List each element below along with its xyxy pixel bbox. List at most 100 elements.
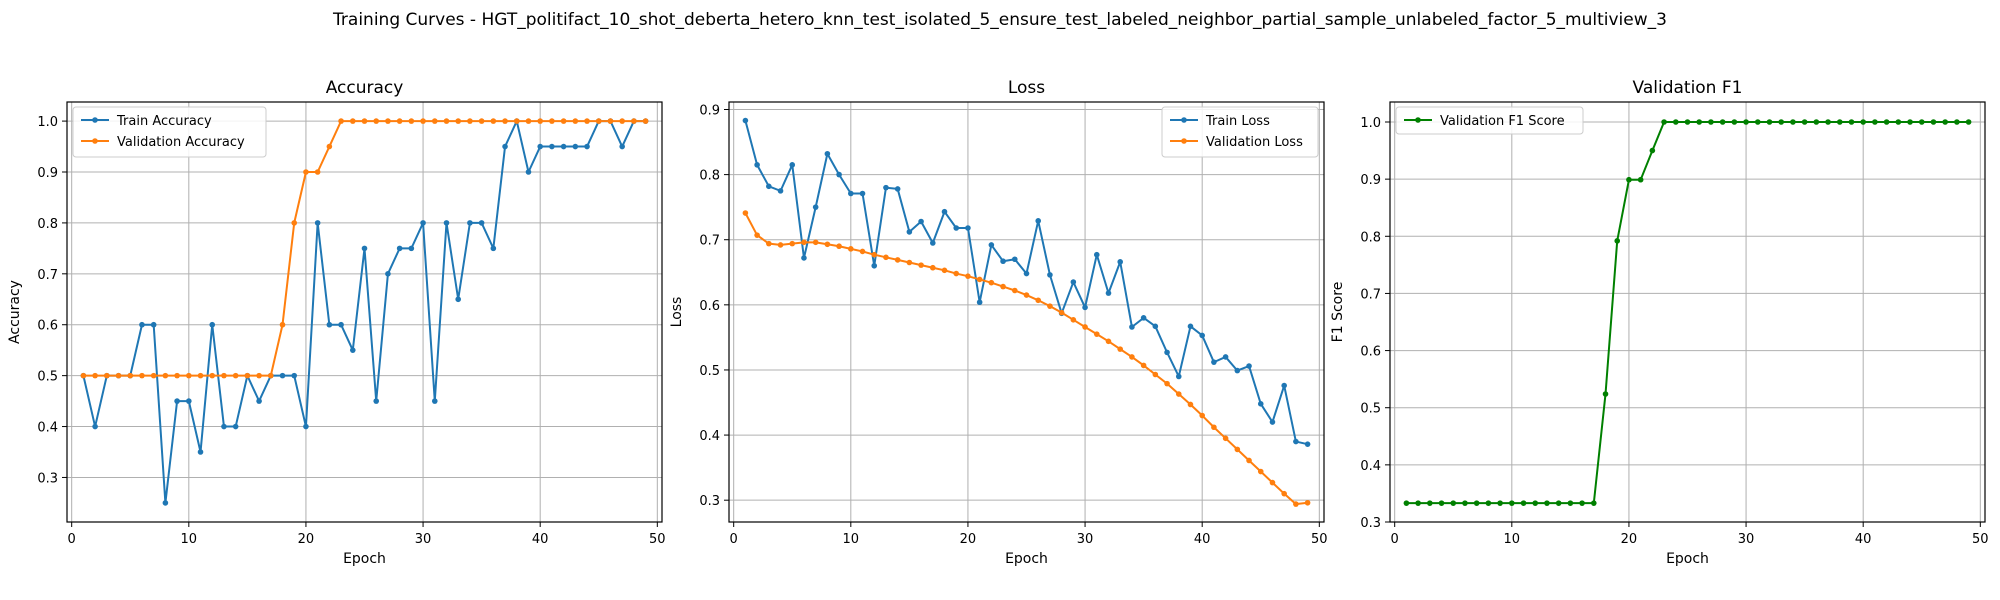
chart2-series-0-point-38 (1848, 119, 1855, 125)
chart2-legend-box (1395, 106, 1584, 135)
chart1-y-tick-label-6: 0.9 (699, 103, 720, 118)
chart0-series-1-point-47 (631, 118, 637, 124)
chart1-series-0-point-42 (1234, 367, 1241, 374)
chart1-series-1-point-40 (1211, 424, 1217, 431)
chart0-series-0-point-27 (396, 245, 403, 252)
chart0-series-1-point-34 (478, 118, 485, 124)
chart2-series-0-point-4 (1450, 500, 1457, 506)
chart0-series-0-point-19 (303, 423, 309, 430)
chart0-series-0-point-20 (314, 220, 321, 226)
chart2-series-0-point-32 (1778, 119, 1785, 125)
chart1-series-0-point-40 (1211, 359, 1217, 365)
chart1-series-0-point-15 (918, 218, 924, 225)
chart2-series-0-point-31 (1766, 119, 1773, 125)
chart0-series-1-point-5 (139, 372, 145, 379)
chart1-series-1-point-4 (789, 240, 796, 247)
chart2-y-tick-label-1: 0.4 (1360, 459, 1381, 474)
chart1-series-0-point-16 (929, 240, 936, 246)
chart1-series-0-point-43 (1246, 363, 1252, 369)
chart1-ylabel: Loss (669, 297, 685, 328)
chart1-series-1-point-42 (1234, 446, 1241, 453)
chart1-series-0-point-5 (801, 255, 807, 261)
chart1-series-1-point-12 (883, 254, 889, 261)
chart0-series-0-point-42 (572, 143, 579, 150)
chart0-series-1-point-26 (385, 118, 391, 124)
chart1-legend-label-1: Validation Loss (1206, 135, 1303, 150)
chart1-series-1-point-25 (1035, 297, 1042, 304)
chart1-series-1-point-39 (1199, 412, 1205, 419)
chart1-series-1-point-21 (988, 279, 995, 286)
chart2-series-0-point-34 (1801, 119, 1808, 125)
chart0-axes-frame (66, 101, 663, 523)
chart1-series-1-point-35 (1152, 371, 1159, 378)
chart1-series-0-point-44 (1257, 401, 1264, 407)
chart1-series-1-point-43 (1246, 457, 1252, 464)
chart0-series-1-point-21 (326, 143, 333, 150)
chart0-legend: Train Accuracy Validation Accuracy (72, 106, 267, 158)
chart1-legend: Train Loss Validation Loss (1161, 106, 1319, 158)
chart1-series-0-point-11 (871, 262, 878, 269)
chart2-series-0-point-9 (1509, 500, 1515, 506)
chart1-series-1-point-44 (1257, 468, 1264, 475)
chart2-x-tick-label-3: 30 (1738, 532, 1755, 547)
chart1-y-tick-label-4: 0.7 (699, 234, 720, 249)
chart0-series-1-point-38 (525, 118, 532, 124)
chart1-series-0-point-19 (965, 225, 971, 231)
chart0-series-1-point-33 (467, 118, 473, 124)
chart0-series-1-point-22 (338, 118, 344, 124)
chart1-series-1-point-24 (1023, 292, 1030, 298)
chart0-series-1 (80, 118, 649, 379)
chart2-legend: Validation F1 Score (1395, 106, 1584, 135)
chart1-series-0-point-1 (754, 162, 760, 168)
chart0-series-1-point-16 (267, 372, 274, 379)
chart2-series-0-point-11 (1532, 500, 1539, 506)
chart0-series-0-point-35 (490, 245, 497, 252)
chart2-y-tick-label-4: 0.7 (1360, 287, 1381, 302)
chart0-series-0-point-1 (92, 423, 98, 430)
chart1-series-0-point-24 (1023, 270, 1030, 277)
chart1-series-0-point-0 (742, 117, 749, 124)
chart0-series-1-point-44 (595, 118, 602, 124)
chart2-series-0-point-37 (1836, 119, 1843, 125)
chart1-series-1-point-20 (976, 276, 983, 283)
chart0-series-0-point-11 (209, 321, 216, 328)
chart2-series-0-point-3 (1438, 500, 1445, 506)
chart2-series-0-point-18 (1614, 238, 1621, 244)
chart1-series-0-point-18 (953, 225, 960, 231)
chart0-series-0-point-18 (291, 372, 298, 379)
chart0-panel: 0 10 20 30 40 50 0.3 0.4 0.5 0.6 0.7 0.8 0.9 1.0 Accur… (7, 78, 666, 567)
chart1-series-1-point-15 (918, 262, 924, 268)
chart1-y-tick-label-3: 0.6 (699, 299, 720, 314)
chart1-series-0-point-2 (766, 183, 772, 190)
chart1-series-1-point-10 (859, 248, 866, 255)
chart1-series-0-point-14 (906, 229, 913, 235)
chart0-x-tick-label-0: 0 (68, 532, 76, 547)
chart0-y-tick-label-1: 0.4 (37, 421, 58, 436)
chart1-panel: 0 10 20 30 40 50 0.3 0.4 0.5 0.6 0.7 0.8 0.9 Loss Epoc… (669, 78, 1328, 567)
chart0-series-1-point-24 (361, 118, 368, 124)
chart1-series-1-point-7 (824, 241, 831, 248)
chart0-series-0-point-28 (408, 245, 415, 252)
chart0-x-tick-label-1: 10 (181, 532, 198, 547)
chart0-series-1-point-28 (408, 118, 415, 124)
chart1-series-1-point-34 (1140, 362, 1147, 369)
chart1-series-1-point-11 (871, 251, 878, 258)
chart0-series-1-point-10 (197, 372, 204, 379)
chart1-x-tick-label-0: 0 (730, 532, 738, 547)
chart0-series-1-point-7 (162, 372, 169, 379)
chart2-title: Validation F1 (1633, 78, 1743, 98)
chart1-x-tick-label-4: 40 (1194, 532, 1211, 547)
chart1-y-tick-label-5: 0.8 (699, 169, 720, 184)
chart1-series-1-point-29 (1082, 324, 1088, 330)
chart1-y-tick-label-0: 0.3 (699, 494, 720, 509)
chart2-series-0-point-33 (1790, 119, 1796, 125)
chart1-series-1-point-45 (1269, 479, 1276, 486)
chart1-legend-label-0: Train Loss (1205, 114, 1270, 129)
chart2-series-0-point-30 (1754, 119, 1761, 125)
chart1-series-1-point-31 (1105, 338, 1112, 345)
chart0-series-1-point-13 (232, 372, 239, 379)
chart0-series-1-point-31 (443, 118, 450, 124)
chart0-series-0-point-38 (525, 169, 532, 175)
chart1-series-1-point-17 (941, 267, 948, 274)
